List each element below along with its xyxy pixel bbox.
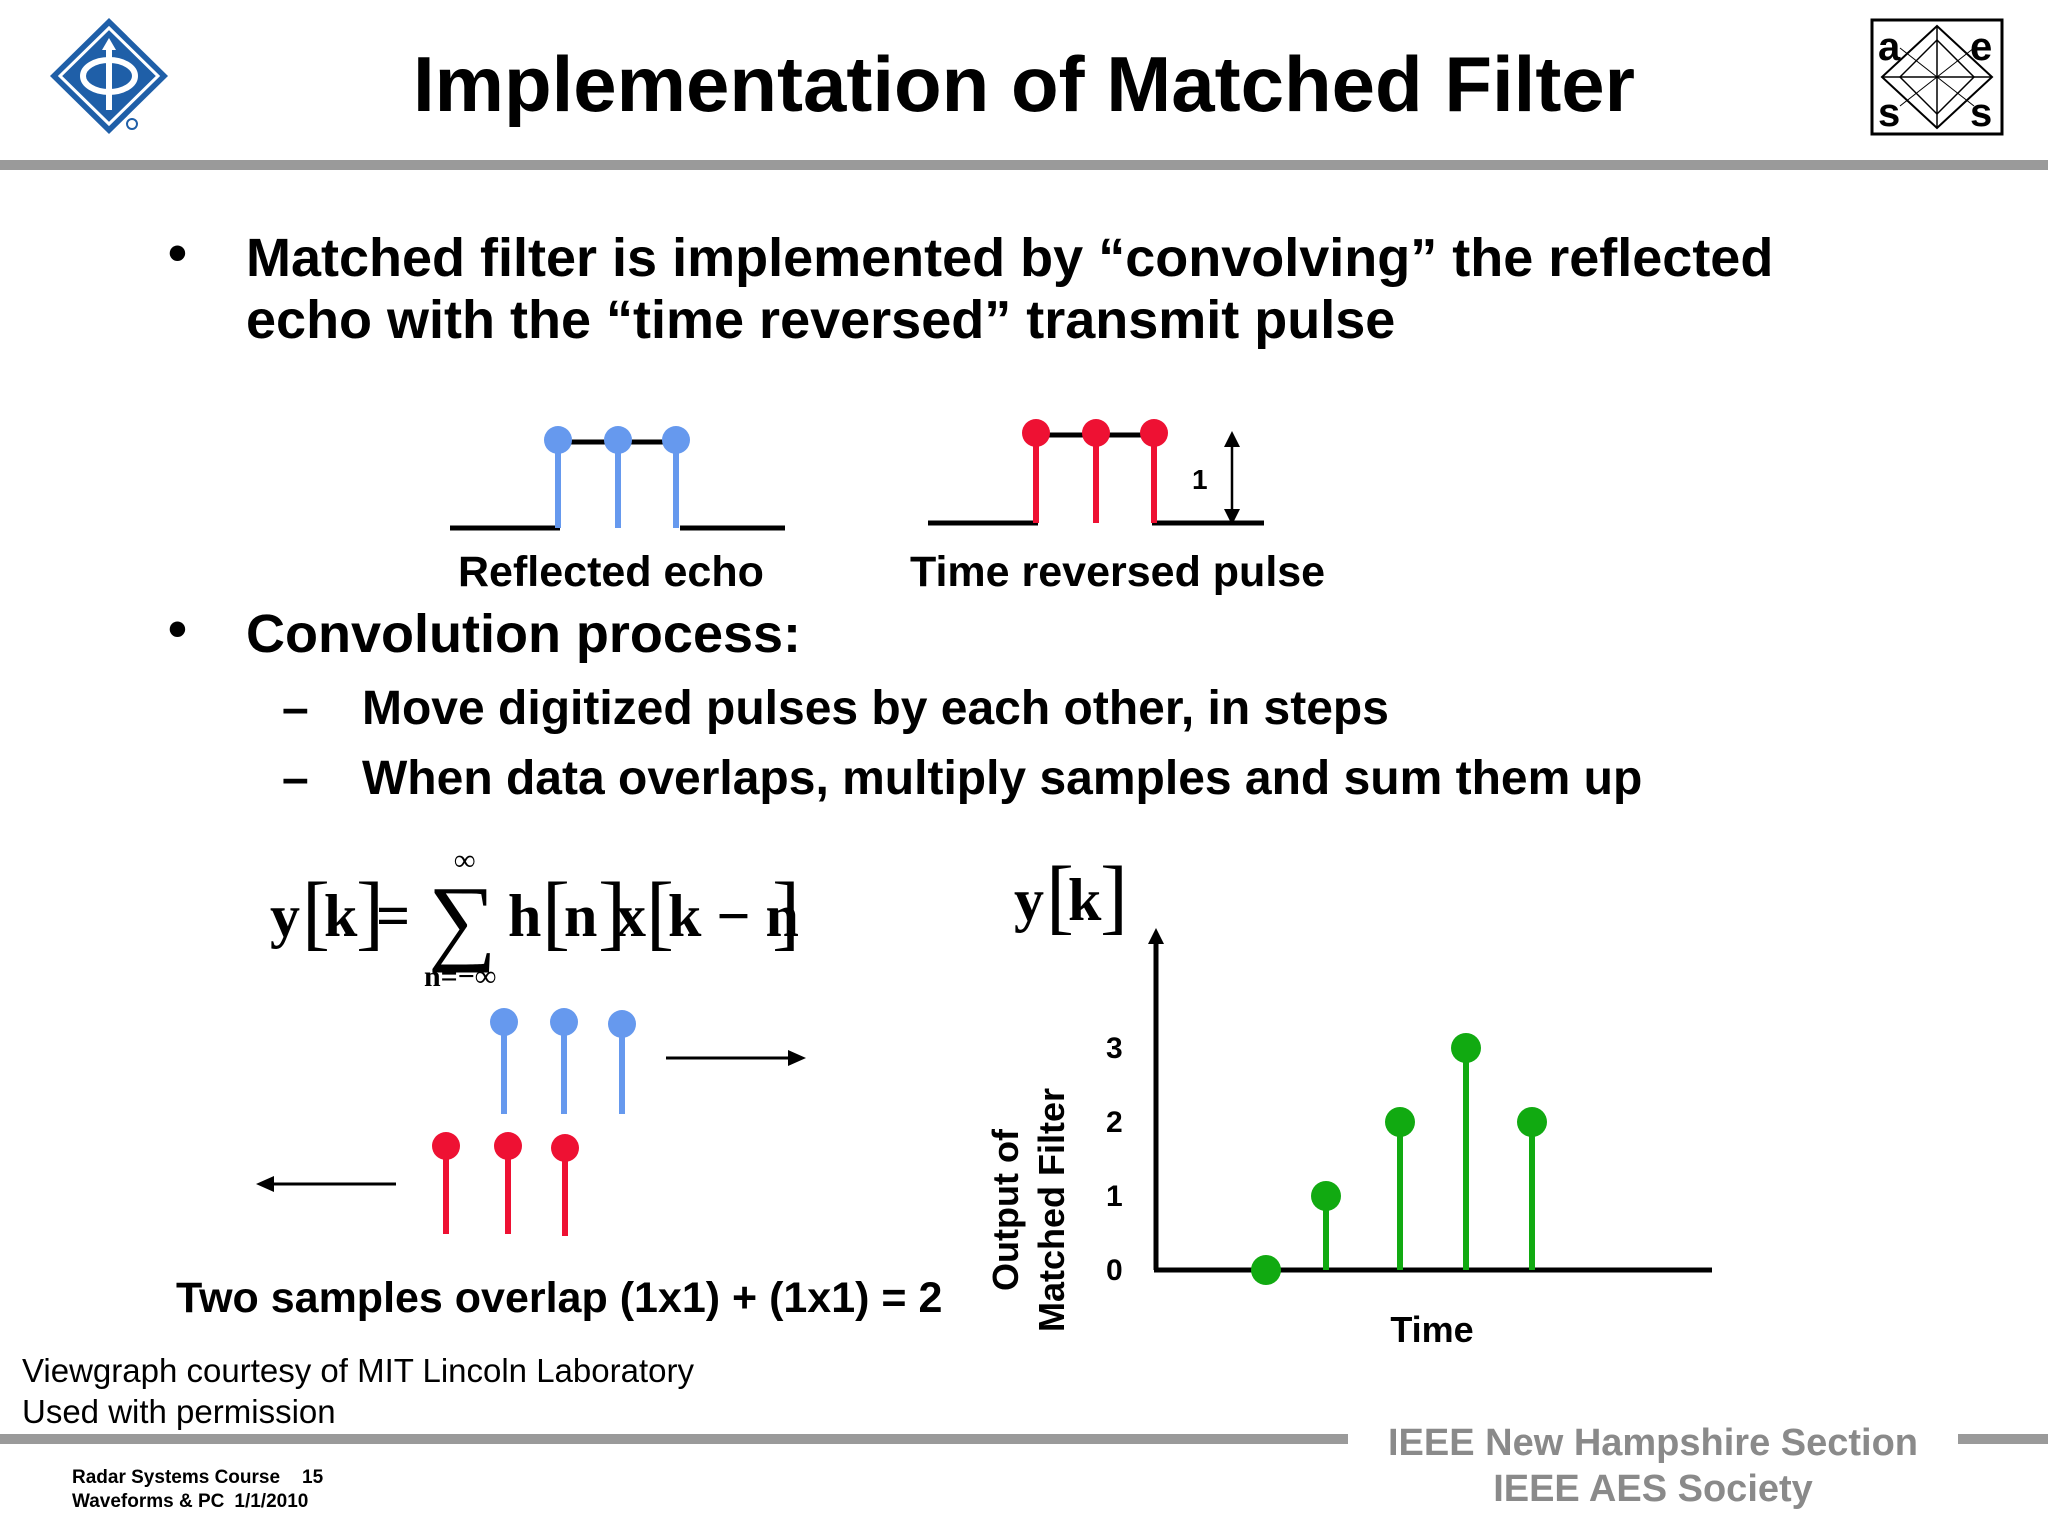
chart-title-var: y [1014,867,1044,933]
eq-upper: ∞ [454,844,475,877]
eq-equals: = [376,883,410,949]
eq-x-index: k − n [668,883,799,949]
reflected-echo-label: Reflected echo [458,548,764,596]
svg-text:[: [ [302,866,330,959]
sliding-pulses-diagram [256,1008,806,1236]
output-sample-1 [1251,1255,1281,1285]
slide-reversed-sample-3 [551,1134,579,1236]
chart-y-axis-arrow [1148,928,1164,944]
chart-title-index: k [1068,867,1102,933]
eq-x: x [616,883,646,949]
convolution-caption: Two samples overlap (1x1) + (1x1) = 2 [176,1274,943,1322]
subitem-1-text: Move digitized pulses by each other, in … [362,682,1389,735]
output-sample-3 [1385,1107,1415,1270]
chart-ytick-3: 3 [1106,1032,1123,1065]
chart-ytick-0: 0 [1106,1254,1123,1287]
amplitude-arrow [1224,431,1240,525]
chart-ylabel-line2: Matched Filter [1031,1088,1072,1332]
reversed-sample-2 [1082,419,1110,523]
header-divider [0,160,2048,170]
footer-org-line-1: IEEE New Hampshire Section [1387,1422,1919,1464]
echo-sample-2 [604,426,632,528]
reversed-sample-1 [1022,419,1050,523]
chart-ytick-1: 1 [1106,1180,1123,1213]
slide-reversed-sample-1 [432,1132,460,1234]
subitem-2-text: When data overlaps, multiply samples and… [362,752,1643,805]
footer-page-number: 15 [302,1467,324,1488]
svg-text:]: ] [1100,850,1128,943]
credit-line-1: Viewgraph courtesy of MIT Lincoln Labora… [22,1352,694,1389]
echo-sample-3 [662,426,690,528]
echo-sample-1 [544,426,572,528]
subitem-2-dash: – [282,752,309,805]
output-sample-4 [1451,1033,1481,1270]
output-sample-5 [1517,1107,1547,1270]
eq-h-index: n [564,883,597,949]
svg-text:]: ] [356,866,384,959]
eq-lhs-index: k [324,883,358,949]
footer-course: Radar Systems Course 15 [72,1466,323,1490]
footer-module-name: Waveforms & PC [72,1491,225,1512]
slide-reversed-sample-2 [494,1132,522,1234]
subitem-1-dash: – [282,682,309,735]
aes-letter-e: e [1970,25,1992,69]
ieee-logo [50,18,168,134]
bullet-dot-2: • [168,599,187,659]
footer-divider-left [0,1434,1348,1444]
aes-letter-a: a [1878,25,1901,69]
page-title: Implementation of Matched Filter [412,40,1636,128]
svg-text:]: ] [598,866,626,959]
reversed-sample-3 [1140,419,1168,523]
slide-echo-sample-2 [550,1008,578,1114]
svg-text:[: [ [646,866,674,959]
bullet-1-line-1: Matched filter is implemented by “convol… [246,228,1774,288]
aes-logo: a e s s [1870,18,2004,136]
footer-divider-right [1958,1434,2048,1444]
slide-echo-sample-1 [490,1008,518,1114]
bullet-1-line-2: echo with the “time reversed” transmit p… [246,290,1396,350]
arrow-right-icon [666,1050,806,1066]
eq-lhs: y [270,883,300,949]
arrow-left-icon [256,1176,396,1192]
bullet-2-text: Convolution process: [246,604,802,664]
footer-date: 1/1/2010 [234,1491,309,1512]
footer-module: Waveforms & PC 1/1/2010 [72,1490,308,1514]
eq-sum: ∑ [428,866,496,973]
convolution-equation: y [ k ] = ∑ ∞ n=−∞ h [ n ] x [ k − n ] [270,844,800,993]
svg-text:[: [ [1046,850,1074,943]
output-sample-2 [1311,1181,1341,1270]
svg-text:]: ] [772,866,800,959]
svg-text:[: [ [542,866,570,959]
aes-letter-s1: s [1878,91,1900,135]
matched-filter-output-chart: y [ k ] Output of Matched Filter 0 1 2 3 Ti… [985,850,1712,1350]
time-reversed-pulse-diagram: 1 [928,419,1264,526]
bullet-dot-1: • [168,223,187,283]
eq-lower: n=−∞ [424,960,496,993]
amplitude-label: 1 [1192,464,1208,495]
time-reversed-pulse-label: Time reversed pulse [910,548,1326,596]
chart-xlabel: Time [1390,1309,1473,1350]
eq-h: h [508,883,541,949]
chart-ylabel-line1: Output of [985,1128,1026,1291]
footer-course-name: Radar Systems Course [72,1467,281,1488]
slide-echo-sample-3 [608,1010,636,1114]
aes-letter-s2: s [1970,91,1992,135]
reflected-echo-diagram [450,426,785,531]
credit-line-2: Used with permission [22,1393,336,1430]
chart-ytick-2: 2 [1106,1106,1123,1139]
footer-org-line-2: IEEE AES Society [1493,1468,1813,1510]
